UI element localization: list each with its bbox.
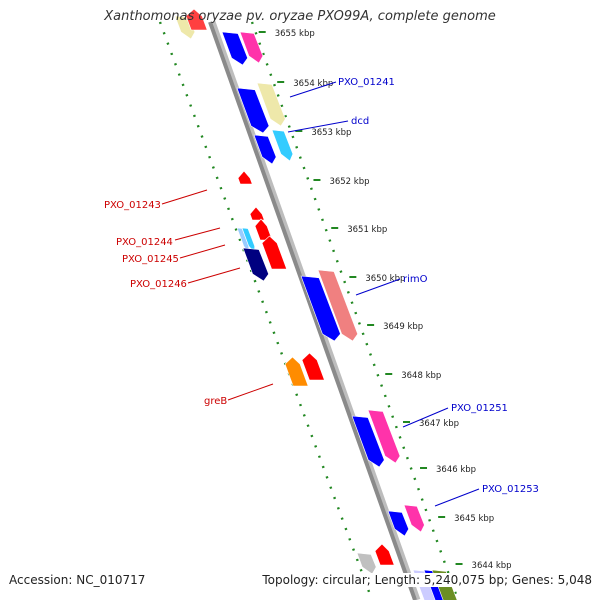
outer-guide-line bbox=[250, 21, 460, 600]
map-title: Xanthomonas oryzae pv. oryzae PXO99A, co… bbox=[104, 9, 496, 24]
accession-text: Accession: NC_010717 bbox=[9, 573, 146, 587]
gene-pink-3645 bbox=[403, 504, 425, 533]
gene-PXO-01253 bbox=[387, 510, 409, 537]
gene-callout-line bbox=[227, 383, 274, 401]
gene-dcd-cyan bbox=[271, 129, 294, 162]
scale-tick-label: 3652 kbp bbox=[329, 177, 369, 187]
gene-rimO bbox=[300, 275, 341, 342]
gene-PXO-01251 bbox=[351, 415, 385, 468]
gene-callout-line bbox=[161, 189, 208, 205]
gene-callout-line bbox=[179, 244, 226, 259]
scale-tick-label: 3649 kbp bbox=[383, 322, 423, 332]
gene-label: PXO_01244 bbox=[116, 237, 173, 248]
scale-tick-label: 3648 kbp bbox=[401, 371, 441, 381]
gene-small-red-3651 bbox=[249, 206, 265, 221]
gene-PXO-01246 bbox=[242, 247, 269, 282]
gene-callout-line bbox=[402, 407, 449, 428]
gene-salmon-rimO bbox=[317, 269, 359, 342]
gene-dcd-blue bbox=[253, 134, 277, 165]
gene-callout-line bbox=[434, 488, 480, 507]
gene-PXO-01243 bbox=[237, 170, 253, 185]
gene-grey-3644 bbox=[356, 552, 377, 575]
gene-label: dcd bbox=[351, 116, 369, 127]
scale-tick-label: 3654 kbp bbox=[293, 79, 333, 89]
scale-tick-label: 3644 kbp bbox=[472, 561, 512, 571]
scale-tick-label: 3650 kbp bbox=[365, 274, 405, 284]
scale-tick-label: 3651 kbp bbox=[347, 225, 387, 235]
gene-callout-line bbox=[289, 81, 337, 98]
gene-label: greB bbox=[204, 396, 227, 407]
gene-label: PXO_01251 bbox=[451, 403, 508, 414]
scale-tick-label: 3653 kbp bbox=[311, 128, 351, 138]
gene-PXO-01241 bbox=[236, 87, 270, 134]
gene-greB bbox=[284, 356, 309, 387]
gene-label: PXO_01243 bbox=[104, 200, 161, 211]
gene-blue-3655 bbox=[221, 31, 248, 66]
gene-label: PXO_01241 bbox=[338, 77, 395, 88]
gene-red-3648 bbox=[301, 352, 325, 381]
gene-red-3650a bbox=[261, 235, 288, 270]
gene-pink-3655 bbox=[239, 31, 264, 64]
gene-label: PXO_01253 bbox=[482, 484, 539, 495]
gene-label: PXO_01246 bbox=[130, 279, 187, 290]
gene-pink-3647 bbox=[367, 409, 401, 464]
gene-khaki-3654 bbox=[256, 82, 286, 127]
scale-tick-label: 3655 kbp bbox=[275, 29, 315, 39]
scale-tick-label: 3647 kbp bbox=[419, 419, 459, 429]
gene-callout-line bbox=[174, 227, 221, 241]
gene-callout-line bbox=[355, 278, 401, 296]
gene-callout-line bbox=[287, 120, 349, 133]
gene-label: PXO_01245 bbox=[122, 254, 179, 265]
genome-backbone bbox=[208, 21, 417, 600]
scale-tick-label: 3645 kbp bbox=[454, 514, 494, 524]
gene-red-3644 bbox=[374, 543, 395, 566]
gene-callout-line bbox=[187, 267, 241, 284]
gene-red-top bbox=[185, 8, 208, 31]
genome-summary-text: Topology: circular; Length: 5,240,075 bp… bbox=[262, 573, 592, 587]
scale-tick-label: 3646 kbp bbox=[436, 465, 476, 475]
gene-label: rimO bbox=[403, 274, 428, 285]
